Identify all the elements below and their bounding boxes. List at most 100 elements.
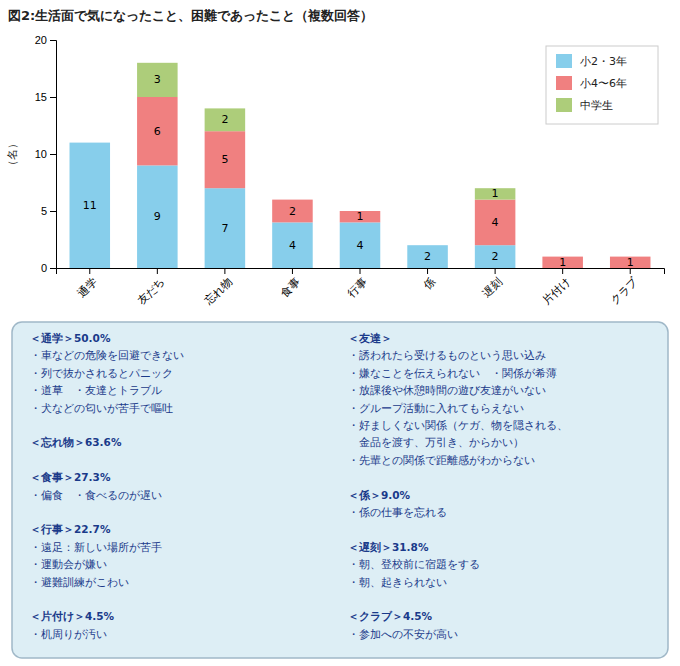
x-tick-label: 友だち bbox=[135, 275, 167, 307]
bar-segment bbox=[137, 97, 178, 165]
x-tick-mark bbox=[292, 268, 293, 274]
y-tick-label: 0 bbox=[41, 262, 47, 274]
annotation-heading: ＜片付け＞4.5% bbox=[30, 610, 115, 623]
x-axis: 通学友だち忘れ物食事行事係遅刻片付けクラブ bbox=[57, 268, 665, 308]
x-tick-mark bbox=[630, 268, 631, 274]
annotation-heading: ＜遅刻＞31.8% bbox=[348, 541, 429, 553]
x-tick: 遅刻 bbox=[480, 268, 504, 299]
x-tick-mark bbox=[360, 268, 361, 274]
data-label: 1 bbox=[357, 210, 364, 223]
annotation-heading: ＜食事＞27.3% bbox=[30, 471, 111, 483]
x-tick-label: 係 bbox=[421, 275, 437, 291]
y-tick-label: 20 bbox=[35, 34, 47, 46]
data-label: 6 bbox=[154, 125, 161, 138]
legend: 小2・3年小4〜6年中学生 bbox=[546, 46, 658, 124]
x-tick-label: クラブ bbox=[608, 274, 641, 307]
annotation-heading: ＜通学＞50.0% bbox=[30, 332, 111, 344]
bar-segment bbox=[340, 211, 381, 222]
legend-swatch bbox=[556, 98, 572, 112]
data-label: 2 bbox=[424, 250, 431, 263]
plot: 11974422652141132105101520通学友だち忘れ物食事行事係遅… bbox=[35, 34, 665, 308]
annotation-column: ＜通学＞50.0%・車などの危険を回避できない・列で抜かされるとパニック・道草 … bbox=[30, 332, 184, 640]
bar-segment bbox=[272, 222, 313, 268]
data-label: 4 bbox=[492, 216, 499, 229]
bar-segment bbox=[407, 245, 448, 268]
annotation-line: ・遠足：新しい場所が苦手 bbox=[30, 541, 162, 553]
annotation-line: ・道草 ・友達とトラブル bbox=[30, 384, 162, 396]
x-tick: 行事 bbox=[345, 268, 369, 299]
annotation-line: ・参加への不安が高い bbox=[348, 628, 458, 640]
y-tick-mark bbox=[50, 97, 56, 98]
annotation-line: ・運動会が嫌い bbox=[30, 558, 107, 570]
title: 図2:生活面で気になったこと、困難であったこと（複数回答） bbox=[8, 8, 373, 23]
bar-segment bbox=[70, 143, 111, 268]
annotation-heading: ＜忘れ物＞63.6% bbox=[30, 436, 122, 448]
bar-segment bbox=[340, 222, 381, 268]
x-tick: 食事 bbox=[278, 268, 302, 299]
data-label: 3 bbox=[154, 73, 161, 86]
legend-frame bbox=[546, 46, 658, 124]
x-tick-label: 遅刻 bbox=[480, 275, 504, 299]
annotation-line: ・偏食 ・食べるのが遅い bbox=[30, 489, 162, 501]
x-tick-mark bbox=[495, 268, 496, 274]
data-label: 9 bbox=[154, 210, 161, 223]
annotation-column: ＜友達＞・誘われたら受けるものという思い込み・嫌なことを伝えられない ・関係が希… bbox=[348, 332, 568, 640]
x-tick-mark bbox=[89, 268, 90, 274]
x-tick: 友だち bbox=[135, 268, 167, 307]
annotation-line: ・嫌なことを伝えられない ・関係が希薄 bbox=[348, 367, 557, 379]
y-axis-line bbox=[50, 41, 57, 269]
data-label: 4 bbox=[357, 239, 364, 252]
y-tick-label: 5 bbox=[41, 205, 47, 217]
x-tick-mark bbox=[224, 268, 225, 274]
data-label: 7 bbox=[221, 222, 228, 235]
legend-label: 小2・3年 bbox=[580, 55, 627, 68]
y-tick: 5 bbox=[41, 205, 56, 217]
x-tick: 片付け bbox=[540, 268, 573, 308]
annotation-box bbox=[12, 322, 668, 658]
bar-segment bbox=[475, 200, 516, 246]
data-label: 11 bbox=[83, 199, 97, 212]
x-tick-mark bbox=[157, 268, 158, 274]
y-tick-label: 15 bbox=[35, 91, 47, 103]
y-axis-title: （名） bbox=[6, 138, 19, 171]
x-tick-label: 通学 bbox=[75, 275, 99, 299]
legend-swatch bbox=[556, 76, 572, 90]
x-tick: 係 bbox=[421, 268, 437, 291]
legend-label: 小4〜6年 bbox=[580, 77, 627, 90]
annotation-line: ・誘われたら受けるものという思い込み bbox=[348, 349, 546, 362]
y-tick-mark bbox=[50, 154, 56, 155]
annotation-line: ・好ましくない関係（ケガ、物を隠される、 bbox=[348, 419, 568, 431]
bar-segment bbox=[70, 142, 111, 143]
bar-segment bbox=[407, 245, 448, 246]
bar-segment bbox=[137, 165, 178, 268]
annotation-line: ・先輩との関係で距離感がわからない bbox=[348, 454, 535, 466]
data-label: 1 bbox=[492, 187, 499, 200]
x-tick-mark bbox=[427, 268, 428, 274]
x-axis-line bbox=[57, 269, 665, 275]
y-tick-mark bbox=[50, 268, 56, 269]
x-tick-label: 行事 bbox=[345, 275, 369, 299]
y-tick: 15 bbox=[35, 91, 56, 103]
data-label: 2 bbox=[221, 113, 228, 126]
annotation-line: ・係の仕事を忘れる bbox=[348, 506, 447, 518]
x-tick: 通学 bbox=[75, 268, 99, 299]
bar-segment bbox=[137, 63, 178, 97]
annotation-line: ・避難訓練がこわい bbox=[30, 576, 129, 588]
bar-segment bbox=[272, 200, 313, 223]
bar-segment bbox=[542, 257, 583, 268]
y-tick: 0 bbox=[41, 262, 56, 274]
x-tick-label: 食事 bbox=[278, 275, 302, 299]
y-axis: 05101520 bbox=[35, 34, 57, 274]
y-tick-mark bbox=[50, 40, 56, 41]
data-label: 4 bbox=[289, 239, 296, 252]
annotation-line: 金品を渡す、万引き、からかい） bbox=[348, 436, 524, 449]
annotation-line: ・犬などの匂いが苦手で嘔吐 bbox=[30, 402, 173, 414]
data-label: 1 bbox=[627, 256, 634, 269]
bar-segment bbox=[205, 131, 246, 188]
x-tick-mark bbox=[562, 268, 563, 274]
x-tick: クラブ bbox=[608, 268, 641, 307]
y-tick-mark bbox=[50, 211, 56, 212]
data-label: 5 bbox=[221, 153, 228, 166]
annotation-line: ・朝、起きられない bbox=[348, 576, 447, 588]
annotation-line: ・放課後や休憩時間の遊び友達がいない bbox=[348, 384, 546, 396]
